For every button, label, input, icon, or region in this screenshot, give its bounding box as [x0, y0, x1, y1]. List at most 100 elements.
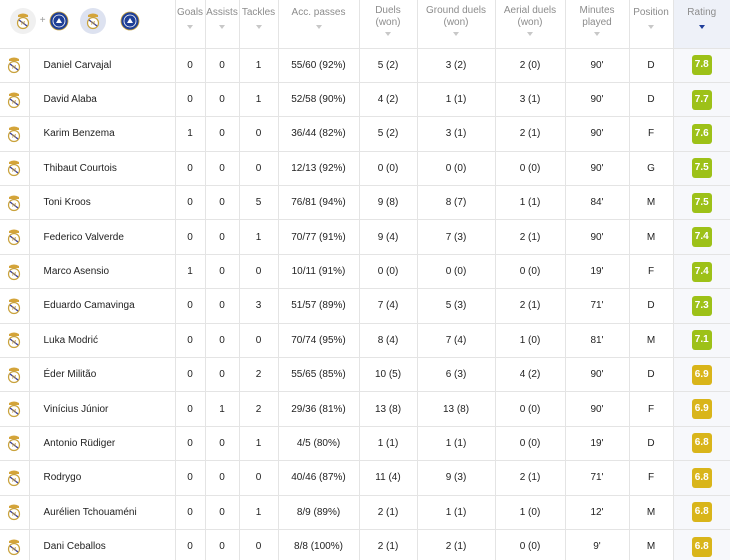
- table-row[interactable]: M Dani Ceballos 0 0 0 8/8 (100%) 2 (1) 2…: [0, 528, 730, 560]
- col-header-minutes[interactable]: Minutes played: [565, 0, 630, 48]
- ground-duels-value: 8 (7): [417, 185, 496, 220]
- player-name[interactable]: Antonio Rüdiger: [29, 425, 176, 461]
- rating-cell: 7.7: [673, 81, 730, 117]
- ground-duels-value: 0 (0): [417, 150, 496, 186]
- tackles-value: 0: [239, 460, 279, 496]
- acc-passes-value: 51/57 (89%): [278, 288, 360, 324]
- tackles-value: 0: [239, 253, 279, 289]
- player-name[interactable]: Karim Benzema: [29, 116, 176, 152]
- col-header-assists[interactable]: Assists: [205, 0, 240, 48]
- team-filter-both[interactable]: M: [10, 8, 36, 34]
- real-madrid-crest-icon: M: [8, 126, 21, 143]
- acc-passes-value: 70/77 (91%): [278, 219, 360, 255]
- real-madrid-crest-icon: M: [16, 13, 30, 30]
- player-name[interactable]: Eduardo Camavinga: [29, 288, 176, 324]
- rating-cell: 7.4: [673, 219, 730, 255]
- acc-passes-value: 10/11 (91%): [278, 253, 360, 289]
- player-name[interactable]: Thibaut Courtois: [29, 150, 176, 186]
- table-row[interactable]: M Éder Militão 0 0 2 55/65 (85%) 10 (5) …: [0, 357, 730, 392]
- player-name[interactable]: Federico Valverde: [29, 219, 176, 255]
- ground-duels-value: 3 (1): [417, 116, 496, 152]
- acc-passes-value: 12/13 (92%): [278, 150, 360, 186]
- table-row[interactable]: M Eduardo Camavinga 0 0 3 51/57 (89%) 7 …: [0, 288, 730, 324]
- table-row[interactable]: M Rodrygo 0 0 0 40/46 (87%) 11 (4) 9 (3)…: [0, 460, 730, 496]
- position-value: D: [629, 81, 674, 117]
- goals-value: 0: [175, 81, 206, 117]
- table-row[interactable]: M Daniel Carvajal 0 0 1 55/60 (92%) 5 (2…: [0, 47, 730, 83]
- minutes-value: 90': [565, 150, 630, 186]
- table-row[interactable]: M Vinícius Júnior 0 1 2 29/36 (81%) 13 (…: [0, 391, 730, 427]
- player-name[interactable]: Daniel Carvajal: [29, 47, 176, 83]
- table-row[interactable]: M Aurélien Tchouaméni 0 0 1 8/9 (89%) 2 …: [0, 494, 730, 530]
- svg-text:M: M: [12, 409, 16, 415]
- tackles-value: 2: [239, 357, 279, 392]
- col-header-position[interactable]: Position: [629, 0, 674, 48]
- real-madrid-crest-icon: M: [8, 435, 21, 452]
- col-header-goals[interactable]: Goals: [175, 0, 206, 48]
- minutes-value: 84': [565, 185, 630, 220]
- team-filter-real-madrid[interactable]: M: [80, 8, 107, 34]
- player-name[interactable]: Dani Ceballos: [29, 528, 176, 560]
- table-row[interactable]: M Luka Modrić 0 0 0 70/74 (95%) 8 (4) 7 …: [0, 322, 730, 358]
- player-name[interactable]: Luka Modrić: [29, 322, 176, 358]
- aerial-duels-value: 2 (1): [495, 288, 566, 324]
- duels-value: 8 (4): [359, 322, 418, 358]
- position-value: D: [629, 288, 674, 324]
- player-name[interactable]: David Alaba: [29, 81, 176, 117]
- team-crest-cell: M: [0, 528, 30, 560]
- table-row[interactable]: M Federico Valverde 0 0 1 70/77 (91%) 9 …: [0, 219, 730, 255]
- col-header-duels[interactable]: Duels (won): [359, 0, 418, 48]
- rating-badge: 7.3: [691, 295, 712, 316]
- table-row[interactable]: M Karim Benzema 1 0 0 36/44 (82%) 5 (2) …: [0, 116, 730, 152]
- assists-value: 0: [205, 494, 240, 530]
- col-header-ground-duels[interactable]: Ground duels (won): [417, 0, 496, 48]
- chelsea-crest-icon[interactable]: [120, 11, 140, 31]
- rating-cell: 7.1: [673, 322, 730, 358]
- team-crest-cell: M: [0, 460, 30, 496]
- table-row[interactable]: M Marco Asensio 1 0 0 10/11 (91%) 0 (0) …: [0, 253, 730, 289]
- minutes-value: 19': [565, 253, 630, 289]
- rating-cell: 7.3: [673, 288, 730, 324]
- player-name[interactable]: Rodrygo: [29, 460, 176, 496]
- table-row[interactable]: M Thibaut Courtois 0 0 0 12/13 (92%) 0 (…: [0, 150, 730, 186]
- minutes-value: 90': [565, 391, 630, 427]
- svg-text:M: M: [12, 237, 16, 243]
- col-header-rating[interactable]: Rating: [673, 0, 730, 48]
- sort-arrow-icon: [385, 32, 391, 36]
- sort-arrow-icon: [315, 25, 322, 29]
- aerial-duels-value: 0 (0): [495, 528, 566, 560]
- minutes-value: 90': [565, 47, 630, 83]
- assists-value: 0: [205, 528, 240, 560]
- position-value: F: [629, 116, 674, 152]
- ground-duels-value: 1 (1): [417, 425, 496, 461]
- acc-passes-value: 36/44 (82%): [278, 116, 360, 152]
- assists-value: 1: [205, 391, 240, 427]
- acc-passes-value: 29/36 (81%): [278, 391, 360, 427]
- aerial-duels-value: 0 (0): [495, 150, 566, 186]
- assists-value: 0: [205, 288, 240, 324]
- sort-arrow-icon: [594, 32, 600, 36]
- col-header-aerial-duels[interactable]: Aerial duels (won): [495, 0, 566, 48]
- player-name[interactable]: Éder Militão: [29, 357, 176, 392]
- real-madrid-crest-icon: M: [8, 539, 21, 556]
- minutes-value: 9': [565, 528, 630, 560]
- goals-value: 0: [175, 322, 206, 358]
- team-crest-cell: M: [0, 494, 30, 530]
- player-name[interactable]: Vinícius Júnior: [29, 391, 176, 427]
- duels-value: 9 (8): [359, 185, 418, 220]
- tackles-value: 1: [239, 81, 279, 117]
- table-row[interactable]: M David Alaba 0 0 1 52/58 (90%) 4 (2) 1 …: [0, 81, 730, 117]
- team-crest-cell: M: [0, 391, 30, 427]
- col-header-tackles[interactable]: Tackles: [239, 0, 279, 48]
- aerial-duels-value: 2 (1): [495, 460, 566, 496]
- aerial-duels-value: 1 (1): [495, 185, 566, 220]
- rating-cell: 6.9: [673, 357, 730, 392]
- table-row[interactable]: M Antonio Rüdiger 0 0 1 4/5 (80%) 1 (1) …: [0, 425, 730, 461]
- table-row[interactable]: M Toni Kroos 0 0 5 76/81 (94%) 9 (8) 8 (…: [0, 185, 730, 220]
- table-body: M Daniel Carvajal 0 0 1 55/60 (92%) 5 (2…: [0, 47, 730, 560]
- player-name[interactable]: Aurélien Tchouaméni: [29, 494, 176, 530]
- player-name[interactable]: Marco Asensio: [29, 253, 176, 289]
- player-name[interactable]: Toni Kroos: [29, 185, 176, 220]
- col-header-acc-passes[interactable]: Acc. passes: [278, 0, 360, 48]
